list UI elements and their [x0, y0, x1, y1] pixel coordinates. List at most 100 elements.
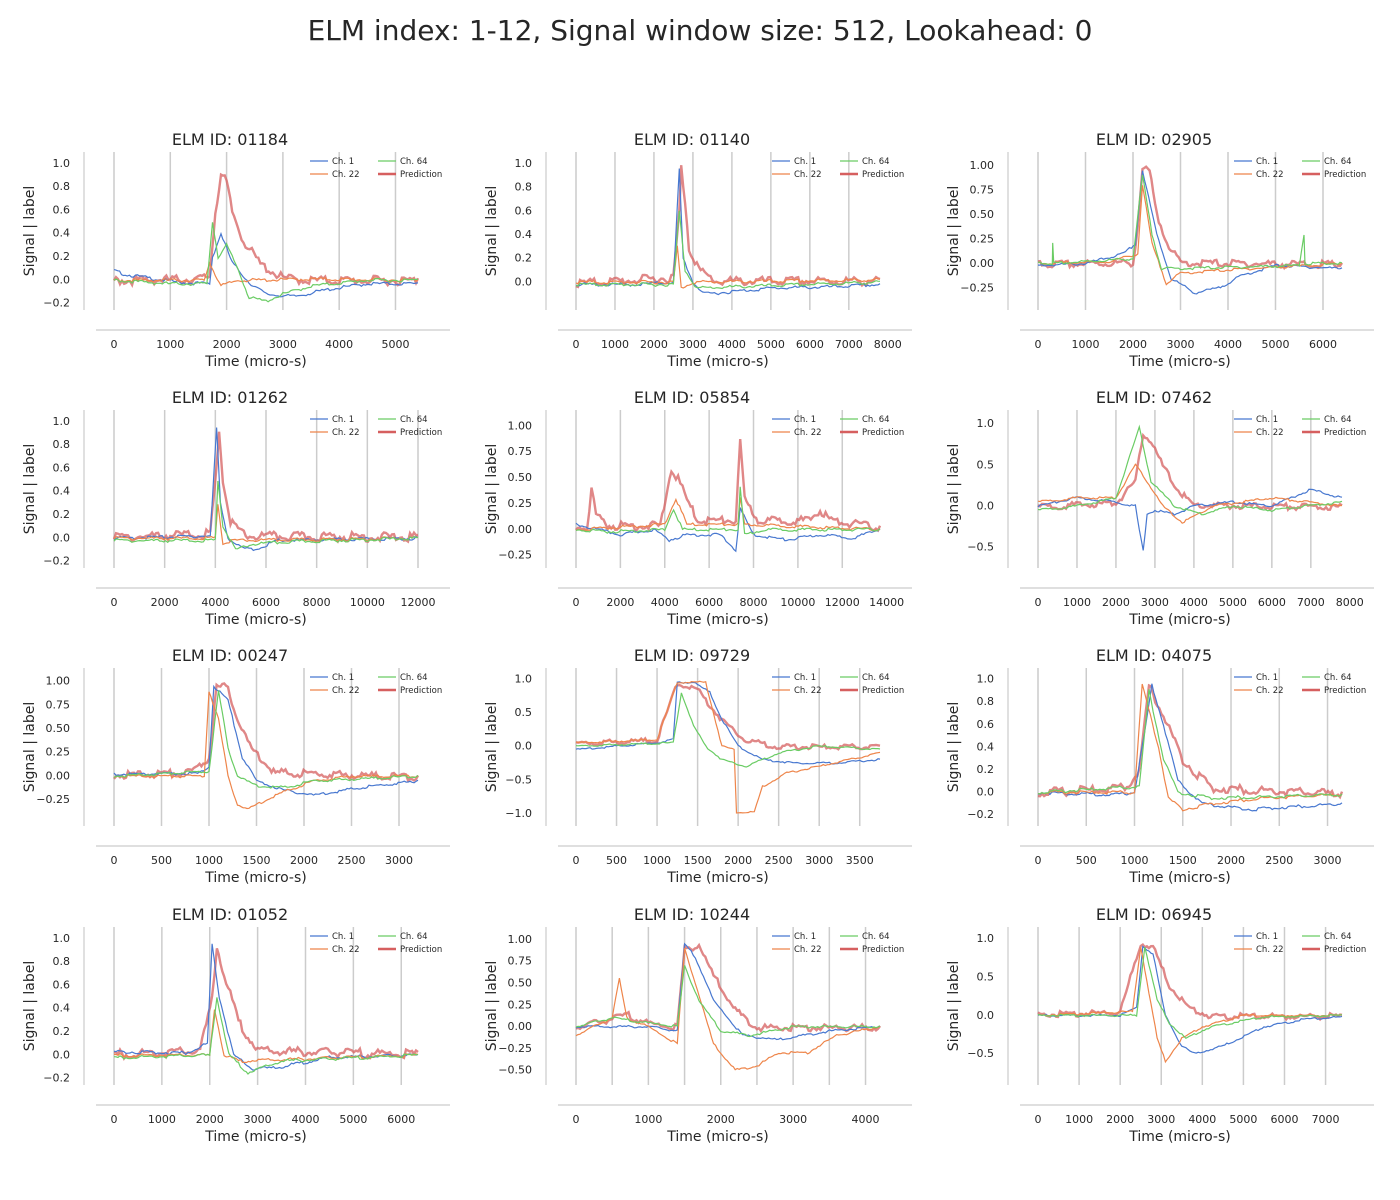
- x-tick-label: 1000: [634, 1113, 662, 1126]
- series-line-ch22: [1037, 947, 1343, 1064]
- x-tick-label: 0: [111, 854, 118, 867]
- x-tick-label: 2000: [213, 338, 241, 351]
- legend-label-ch1: Ch. 1: [794, 932, 816, 942]
- x-tick-label: 8000: [303, 596, 331, 609]
- y-tick-label: −0.2: [43, 1072, 70, 1085]
- legend-label-pred: Prediction: [862, 945, 904, 955]
- x-tick-label: 3000: [244, 1113, 272, 1126]
- y-tick-label: 0.0: [53, 1048, 71, 1061]
- x-tick-label: 7000: [1297, 596, 1325, 609]
- y-tick-label: 0.75: [508, 955, 533, 968]
- x-tick-label: 4000: [1180, 596, 1208, 609]
- legend-label-ch64: Ch. 64: [400, 673, 428, 683]
- series-line-ch1: [113, 943, 419, 1071]
- subplot-9: ELM ID: 04075 −0.2 0.0 0.2 0.4 0.6 0.8 1.0 0 500 1…: [946, 646, 1374, 886]
- legend-label-ch64: Ch. 64: [862, 415, 890, 425]
- x-tick-label: 4000: [291, 1113, 319, 1126]
- y-tick-label: 0.4: [515, 228, 533, 241]
- x-axis-label: Time (micro-s): [204, 612, 306, 628]
- y-tick-label: −0.5: [967, 1047, 994, 1060]
- subplot-6: ELM ID: 07462 −0.5 0.0 0.5 1.0 0 1000 2000 3000 4…: [946, 388, 1374, 628]
- x-tick-label: 1000: [156, 338, 184, 351]
- y-tick-label: 0.00: [508, 1020, 533, 1033]
- y-axis-label: Signal | label: [22, 186, 38, 276]
- series-line-ch22: [1037, 683, 1343, 812]
- x-axis-label: Time (micro-s): [666, 354, 768, 370]
- x-tick-label: 1000: [1063, 596, 1091, 609]
- legend-label-ch1: Ch. 1: [794, 157, 816, 167]
- series-line-ch22: [575, 497, 881, 532]
- x-tick-label: 7000: [1312, 1113, 1340, 1126]
- x-tick-label: 2000: [1102, 596, 1130, 609]
- legend-label-ch22: Ch. 22: [1256, 428, 1284, 438]
- legend-label-ch1: Ch. 1: [332, 673, 354, 683]
- legend-label-pred: Prediction: [400, 686, 442, 696]
- legend-label-pred: Prediction: [862, 428, 904, 438]
- x-axis-label: Time (micro-s): [1128, 354, 1230, 370]
- y-tick-label: 0.8: [53, 180, 71, 193]
- y-tick-label: 0.75: [508, 445, 533, 458]
- y-tick-label: 0.6: [53, 461, 71, 474]
- x-tick-label: 1500: [684, 854, 712, 867]
- y-tick-label: 0.0: [977, 499, 995, 512]
- y-tick-label: 0.00: [508, 523, 533, 536]
- series-line-ch1: [575, 507, 881, 553]
- legend-label-ch1: Ch. 1: [332, 157, 354, 167]
- x-tick-label: 5000: [1219, 596, 1247, 609]
- y-tick-label: 0.0: [515, 275, 533, 288]
- x-axis-label: Time (micro-s): [204, 1129, 306, 1145]
- legend-label-pred: Prediction: [1324, 428, 1366, 438]
- subplot-3: ELM ID: 02905 −0.25 0.00 0.25 0.50 0.75 1.00 0 1…: [946, 130, 1374, 370]
- legend-label-ch22: Ch. 22: [1256, 945, 1284, 955]
- y-axis-label: Signal | label: [484, 961, 500, 1051]
- y-tick-label: 0.6: [977, 718, 995, 731]
- series-line-ch22: [113, 691, 419, 810]
- x-tick-label: 6000: [695, 596, 723, 609]
- x-tick-label: 0: [1035, 1113, 1042, 1126]
- y-tick-label: 0.4: [53, 227, 71, 240]
- legend-label-pred: Prediction: [400, 945, 442, 955]
- y-tick-label: 0.25: [970, 232, 995, 245]
- series-line-ch22: [575, 245, 881, 289]
- y-tick-label: 0.8: [515, 181, 533, 194]
- x-tick-label: 3500: [846, 854, 874, 867]
- legend-label-pred: Prediction: [1324, 686, 1366, 696]
- x-tick-label: 6000: [1309, 338, 1337, 351]
- x-tick-label: 2000: [1106, 1113, 1134, 1126]
- x-tick-label: 500: [606, 854, 627, 867]
- x-tick-label: 3000: [1167, 338, 1195, 351]
- legend-label-ch64: Ch. 64: [862, 157, 890, 167]
- y-tick-label: 0.8: [977, 695, 995, 708]
- legend-label-ch1: Ch. 1: [794, 673, 816, 683]
- series-line-pred: [1037, 165, 1343, 271]
- series-line-ch64: [113, 480, 419, 550]
- y-tick-label: −0.50: [498, 1064, 532, 1077]
- series-line-pred: [1037, 683, 1344, 800]
- x-tick-label: 2000: [151, 596, 179, 609]
- y-axis-label: Signal | label: [946, 702, 962, 792]
- y-tick-label: 0.25: [46, 746, 71, 759]
- x-tick-label: 0: [573, 1113, 580, 1126]
- x-tick-label: 2000: [1217, 854, 1245, 867]
- subplot-10: ELM ID: 01052 −0.2 0.0 0.2 0.4 0.6 0.8 1.0 0 1000…: [22, 905, 450, 1145]
- subplot-8: ELM ID: 09729 −1.0 −0.5 0.0 0.5 1.0 0 500 1000 15…: [484, 646, 912, 886]
- x-tick-label: 2000: [640, 338, 668, 351]
- y-tick-label: 0.00: [970, 257, 995, 270]
- subplot-title: ELM ID: 01184: [172, 130, 288, 149]
- x-axis-label: Time (micro-s): [204, 870, 306, 886]
- x-tick-label: 4000: [1188, 1113, 1216, 1126]
- subplot-7: ELM ID: 00247 −0.25 0.00 0.25 0.50 0.75 1.00 0 5…: [22, 646, 450, 886]
- legend-label-ch22: Ch. 22: [332, 945, 360, 955]
- legend-label-ch22: Ch. 22: [332, 428, 360, 438]
- y-axis-label: Signal | label: [484, 186, 500, 276]
- y-tick-label: 0.2: [515, 252, 533, 265]
- y-tick-label: 0.0: [977, 786, 995, 799]
- y-tick-label: 0.2: [977, 763, 995, 776]
- subplot-4: ELM ID: 01262 −0.2 0.0 0.2 0.4 0.6 0.8 1.0 0 2000…: [22, 388, 450, 628]
- series-line-ch1: [575, 168, 881, 296]
- y-axis-label: Signal | label: [946, 186, 962, 276]
- legend-label-ch64: Ch. 64: [400, 932, 428, 942]
- series-line-ch64: [113, 222, 419, 303]
- series-line-pred: [1037, 432, 1343, 513]
- subplot-2: ELM ID: 01140 0.0 0.2 0.4 0.6 0.8 1.0 0 1000 2000…: [484, 130, 912, 370]
